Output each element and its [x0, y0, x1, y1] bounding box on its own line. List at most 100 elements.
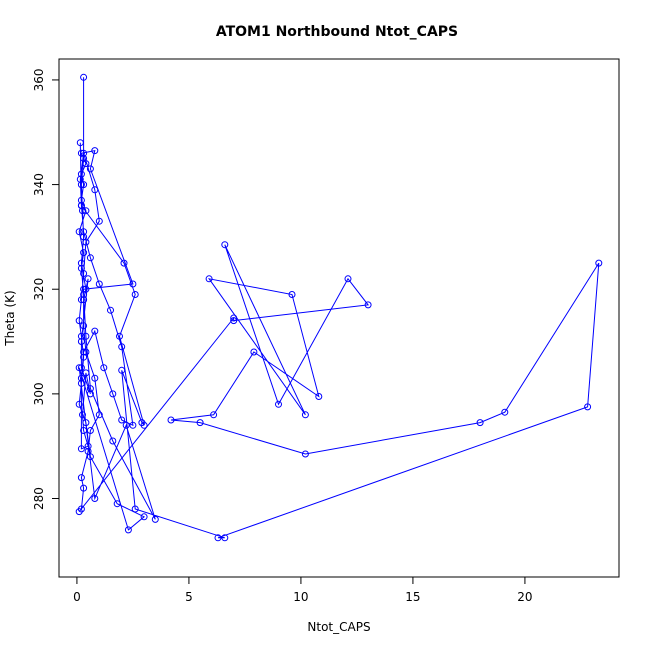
data-point — [118, 366, 126, 374]
data-point — [77, 332, 85, 340]
x-tick-label: 5 — [185, 590, 193, 604]
data-point — [95, 411, 103, 419]
data-point — [214, 534, 222, 542]
data-point — [77, 264, 85, 272]
data-point — [131, 505, 139, 513]
data-point — [116, 332, 123, 340]
data-point — [91, 147, 99, 155]
y-axis-label: Theta (K) — [3, 290, 17, 346]
data-point — [250, 348, 258, 356]
data-point — [84, 275, 92, 283]
data-point — [86, 385, 94, 393]
data-point — [129, 280, 137, 288]
data-point — [91, 186, 99, 194]
data-point — [86, 254, 94, 262]
data-point — [80, 149, 88, 157]
data-point — [80, 348, 88, 356]
data-point — [77, 149, 85, 157]
data-point — [84, 447, 92, 455]
data-point — [221, 241, 229, 249]
data-point — [109, 437, 117, 445]
data-point — [80, 73, 88, 81]
data-point — [288, 291, 296, 298]
data-point — [84, 442, 92, 450]
data-point — [120, 259, 128, 267]
data-point — [210, 411, 218, 419]
data-point — [131, 291, 139, 298]
data-point — [82, 332, 90, 340]
data-point — [151, 515, 159, 523]
data-point — [80, 484, 88, 492]
y-tick-label: 340 — [32, 173, 46, 196]
data-point — [80, 322, 88, 330]
data-point — [80, 291, 88, 298]
data-point — [86, 390, 94, 398]
data-point — [77, 474, 85, 482]
data-point — [77, 374, 85, 382]
y-tick-label: 280 — [32, 487, 46, 510]
data-point — [79, 411, 86, 419]
data-point — [595, 259, 603, 267]
data-point — [122, 421, 130, 429]
y-tick-label: 320 — [32, 278, 46, 301]
data-point — [77, 170, 85, 178]
data-point — [476, 419, 484, 427]
x-axis-label: Ntot_CAPS — [307, 620, 370, 634]
data-point — [77, 364, 85, 372]
data-point — [275, 400, 282, 408]
data-point — [221, 534, 229, 542]
data-point — [80, 427, 88, 434]
data-point — [77, 196, 85, 204]
data-point — [80, 285, 88, 293]
data-point — [124, 526, 132, 534]
data-point — [301, 450, 309, 458]
data-point — [205, 275, 213, 283]
data-point — [76, 139, 84, 147]
y-tick-label: 300 — [32, 382, 46, 405]
data-point — [80, 228, 88, 236]
data-point — [75, 364, 83, 372]
data-point — [91, 374, 99, 382]
data-point — [75, 317, 83, 325]
chart-title: ATOM1 Northbound Ntot_CAPS — [216, 24, 458, 40]
x-tick-label: 0 — [73, 590, 81, 604]
data-point — [230, 317, 238, 325]
data-point — [75, 400, 83, 408]
data-point — [230, 314, 238, 322]
data-point — [140, 421, 148, 429]
data-point — [77, 379, 85, 387]
data-point — [82, 160, 90, 168]
x-tick-label: 15 — [405, 590, 420, 604]
series-layer — [75, 73, 603, 542]
x-tick-label: 20 — [517, 590, 532, 604]
data-point — [82, 348, 90, 356]
data-point — [95, 280, 103, 288]
data-point — [80, 296, 88, 304]
data-point — [75, 508, 83, 516]
data-point — [167, 416, 175, 424]
data-point — [91, 327, 99, 335]
data-point — [82, 238, 90, 246]
data-point — [79, 207, 86, 215]
data-point — [364, 301, 372, 309]
data-point — [86, 427, 94, 434]
data-point — [95, 217, 103, 225]
data-point — [76, 175, 84, 183]
data-point — [107, 306, 114, 314]
data-point — [113, 500, 121, 508]
data-point — [301, 411, 309, 419]
x-tick-label: 10 — [293, 590, 308, 604]
series-line — [78, 77, 600, 539]
data-point — [140, 513, 148, 521]
data-point — [100, 364, 108, 372]
data-point — [77, 202, 85, 209]
data-point — [118, 343, 126, 351]
data-point — [82, 419, 90, 427]
data-point — [129, 421, 137, 429]
data-point — [91, 495, 99, 502]
data-point — [77, 338, 85, 345]
data-point — [82, 207, 90, 215]
axis-layer: 0 5 10 15 20 280 300 320 340 360 — [32, 68, 533, 604]
data-point — [80, 249, 88, 257]
